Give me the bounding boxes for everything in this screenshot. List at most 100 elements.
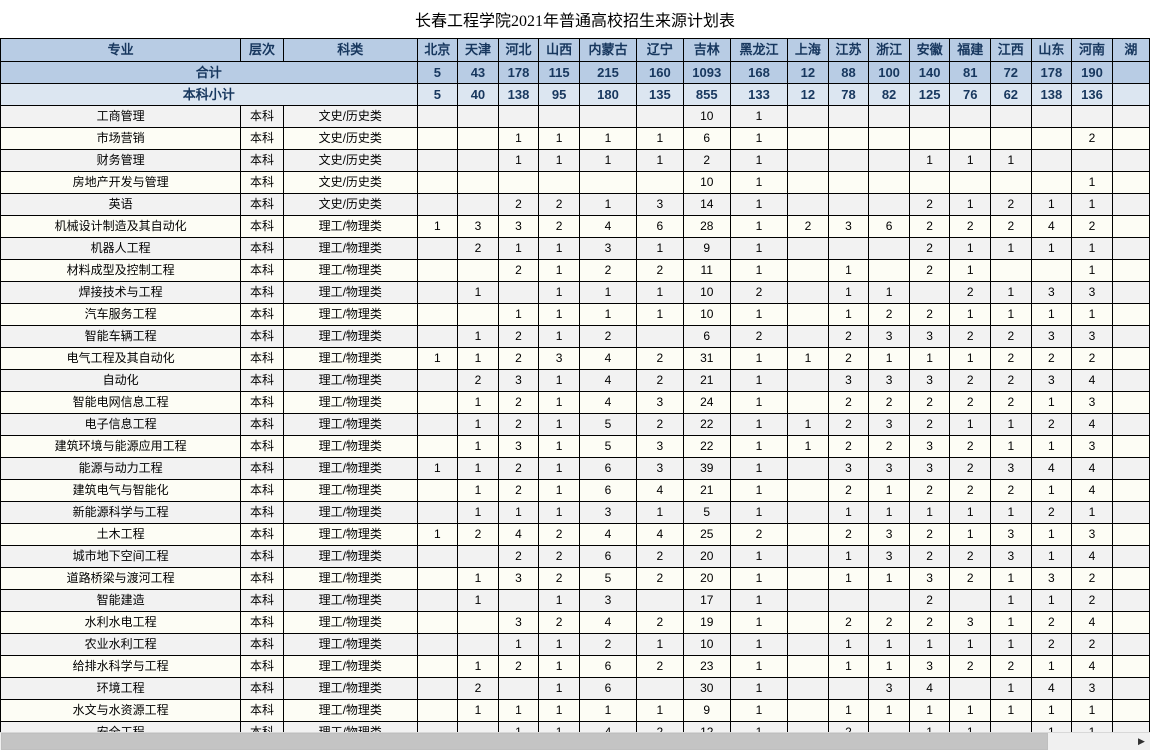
cell-quota[interactable]: 4 — [1071, 611, 1113, 634]
cell-quota[interactable] — [1111, 347, 1150, 370]
cell-quota[interactable]: 2 — [578, 325, 638, 348]
cell-quota[interactable]: 2 — [1071, 589, 1113, 612]
cell-quota[interactable]: 1 — [908, 699, 951, 722]
cell-quota[interactable]: 1 — [538, 127, 580, 150]
cell-quota[interactable]: 1 — [729, 501, 789, 524]
table-row[interactable]: 房地产开发与管理 本科 文史/历史类 10 1 1 — [0, 171, 1150, 194]
cell-quota[interactable] — [416, 611, 459, 634]
cell-quota[interactable] — [457, 105, 499, 128]
cell-quota[interactable]: 1 — [729, 347, 789, 370]
cell-quota[interactable] — [1030, 149, 1073, 172]
cell-quota[interactable]: 4 — [578, 369, 638, 392]
cell-quota[interactable]: 4 — [497, 523, 540, 546]
cell-category[interactable]: 理工/物理类 — [282, 479, 418, 502]
cell-quota[interactable] — [457, 611, 499, 634]
cell-level[interactable]: 本科 — [240, 567, 284, 590]
cell-quota[interactable]: 1 — [868, 501, 910, 524]
cell-quota[interactable] — [827, 105, 870, 128]
cell-quota[interactable]: 1 — [457, 347, 499, 370]
cell-quota[interactable]: 4 — [908, 677, 951, 700]
cell-category[interactable]: 理工/物理类 — [282, 413, 418, 436]
cell-quota[interactable]: 2 — [908, 259, 951, 282]
cell-quota[interactable]: 10 — [682, 105, 731, 128]
cell-quota[interactable] — [1111, 611, 1150, 634]
cell-quota[interactable]: 19 — [682, 611, 731, 634]
cell-quota[interactable] — [787, 259, 829, 282]
cell-quota[interactable]: 1 — [729, 391, 789, 414]
cell-quota[interactable]: 1 — [908, 501, 951, 524]
cell-quota[interactable]: 2 — [497, 545, 540, 568]
cell-quota[interactable] — [949, 589, 992, 612]
table-row[interactable]: 汽车服务工程 本科 理工/物理类 1 1 1 1 10 1 1 2 2 1 1 1 1 — [0, 303, 1150, 326]
cell-major-name[interactable]: 安全工程 — [0, 721, 242, 732]
cell-quota[interactable]: 3 — [908, 325, 951, 348]
cell-category[interactable]: 理工/物理类 — [282, 281, 418, 304]
cell-quota[interactable]: 2 — [990, 193, 1032, 216]
cell-quota[interactable] — [868, 259, 910, 282]
cell-quota[interactable]: 2 — [457, 369, 499, 392]
cell-quota[interactable]: 2 — [457, 523, 499, 546]
cell-quota[interactable] — [1111, 149, 1150, 172]
cell-quota[interactable]: 3 — [868, 677, 910, 700]
cell-quota[interactable]: 9 — [682, 237, 731, 260]
cell-category[interactable]: 理工/物理类 — [282, 721, 418, 732]
cell-quota[interactable] — [868, 127, 910, 150]
cell-quota[interactable]: 2 — [538, 215, 580, 238]
cell-quota[interactable]: 2 — [827, 523, 870, 546]
cell-quota[interactable]: 1 — [729, 303, 789, 326]
cell-quota[interactable] — [1111, 215, 1150, 238]
cell-quota[interactable]: 2 — [908, 193, 951, 216]
cell-major-name[interactable]: 智能车辆工程 — [0, 325, 242, 348]
table-row[interactable]: 机械设计制造及其自动化 本科 理工/物理类 1 3 3 2 4 6 28 1 2 3 6 2 2 2 4 2 — [0, 215, 1150, 238]
horizontal-scrollbar[interactable]: ▶ — [0, 732, 1150, 750]
cell-quota[interactable]: 2 — [990, 347, 1032, 370]
cell-quota[interactable]: 1 — [538, 413, 580, 436]
cell-level[interactable]: 本科 — [240, 457, 284, 480]
cell-quota[interactable]: 1 — [538, 303, 580, 326]
cell-quota[interactable]: 2 — [827, 413, 870, 436]
cell-quota[interactable]: 1 — [1071, 259, 1113, 282]
cell-quota[interactable]: 2 — [729, 281, 789, 304]
cell-quota[interactable]: 3 — [1030, 567, 1073, 590]
cell-quota[interactable] — [538, 171, 580, 194]
cell-quota[interactable] — [908, 105, 951, 128]
cell-category[interactable]: 理工/物理类 — [282, 655, 418, 678]
cell-quota[interactable]: 1 — [416, 215, 459, 238]
cell-quota[interactable]: 2 — [990, 655, 1032, 678]
cell-quota[interactable]: 1 — [457, 435, 499, 458]
cell-quota[interactable] — [1111, 171, 1150, 194]
cell-quota[interactable]: 1 — [868, 655, 910, 678]
cell-quota[interactable]: 1 — [990, 149, 1032, 172]
cell-quota[interactable] — [949, 171, 992, 194]
cell-quota[interactable]: 4 — [1071, 457, 1113, 480]
table-row[interactable]: 土木工程 本科 理工/物理类 1 2 4 2 4 4 25 2 2 3 2 1 3 1 3 — [0, 523, 1150, 546]
cell-quota[interactable]: 2 — [538, 567, 580, 590]
cell-quota[interactable]: 1 — [729, 699, 789, 722]
cell-quota[interactable]: 1 — [457, 655, 499, 678]
cell-quota[interactable]: 2 — [497, 655, 540, 678]
cell-quota[interactable] — [949, 677, 992, 700]
cell-quota[interactable]: 2 — [1071, 633, 1113, 656]
cell-quota[interactable]: 1 — [538, 259, 580, 282]
cell-quota[interactable]: 2 — [868, 435, 910, 458]
cell-level[interactable]: 本科 — [240, 369, 284, 392]
cell-quota[interactable] — [787, 127, 829, 150]
cell-category[interactable]: 理工/物理类 — [282, 303, 418, 326]
cell-quota[interactable]: 1 — [457, 567, 499, 590]
cell-quota[interactable]: 2 — [538, 193, 580, 216]
cell-quota[interactable]: 2 — [908, 391, 951, 414]
cell-quota[interactable]: 5 — [682, 501, 731, 524]
cell-quota[interactable] — [636, 677, 684, 700]
cell-major-name[interactable]: 英语 — [0, 193, 242, 216]
cell-level[interactable]: 本科 — [240, 611, 284, 634]
cell-quota[interactable] — [1111, 479, 1150, 502]
cell-quota[interactable]: 1 — [636, 501, 684, 524]
cell-quota[interactable]: 1 — [827, 655, 870, 678]
cell-major-name[interactable]: 智能建造 — [0, 589, 242, 612]
cell-quota[interactable]: 1 — [538, 281, 580, 304]
table-viewport[interactable]: 专业 层次 科类 北京 天津 河北 山西 内蒙古 辽宁 吉林 黑龙江 上海 江苏 浙江 安徽 福建 江西 山东 河南… — [0, 38, 1150, 732]
cell-quota[interactable]: 21 — [682, 369, 731, 392]
cell-quota[interactable]: 1 — [827, 545, 870, 568]
cell-quota[interactable]: 2 — [990, 391, 1032, 414]
cell-quota[interactable]: 17 — [682, 589, 731, 612]
